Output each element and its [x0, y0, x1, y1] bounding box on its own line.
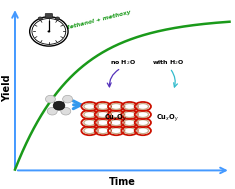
- Circle shape: [38, 17, 42, 20]
- Circle shape: [30, 17, 68, 46]
- Circle shape: [47, 107, 57, 115]
- FancyBboxPatch shape: [45, 14, 52, 18]
- Circle shape: [46, 95, 55, 103]
- Circle shape: [47, 30, 50, 33]
- Text: Methanol + methoxy: Methanol + methoxy: [64, 9, 131, 31]
- Text: no H$_2$O: no H$_2$O: [110, 58, 136, 67]
- Circle shape: [55, 17, 59, 20]
- Circle shape: [63, 95, 73, 103]
- Text: with H$_2$O: with H$_2$O: [152, 58, 185, 67]
- Text: Cu$_x$O$_y$: Cu$_x$O$_y$: [156, 113, 179, 124]
- Circle shape: [53, 101, 65, 110]
- Text: Cu$_x$O$_y$: Cu$_x$O$_y$: [104, 113, 127, 124]
- Circle shape: [61, 107, 71, 115]
- Text: Yield: Yield: [2, 75, 12, 102]
- Text: Time: Time: [109, 177, 136, 187]
